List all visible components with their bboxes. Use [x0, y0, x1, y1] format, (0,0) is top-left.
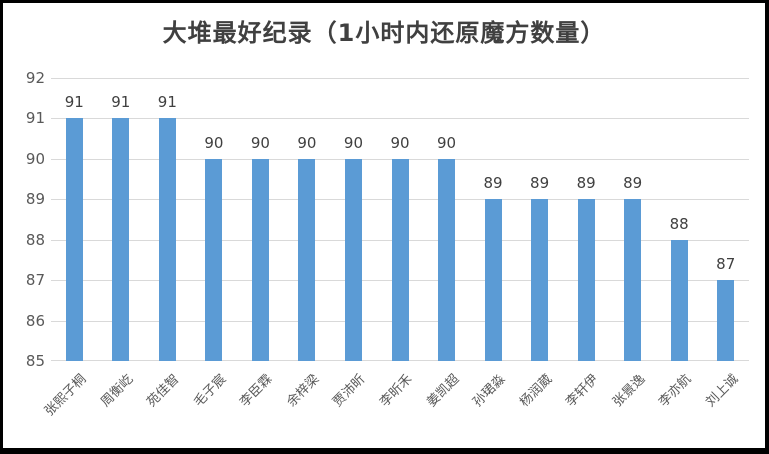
x-axis-tick-label: 贾沛昕: [330, 371, 369, 411]
x-axis-tick-label: 刘上诚: [702, 371, 742, 411]
bar-value-label: 89: [483, 174, 503, 193]
bar-value-label: 91: [111, 93, 131, 112]
bar: [438, 158, 456, 361]
bar: [298, 158, 316, 361]
y-axis-tick-label: 85: [25, 352, 45, 370]
x-axis-tick-label: 李臣霖: [237, 371, 276, 411]
bar: [670, 239, 688, 361]
bar: [112, 118, 130, 361]
bar: [344, 158, 362, 361]
x-axis-tick-label: 杨润葳: [516, 371, 556, 411]
bar-value-label: 89: [530, 174, 550, 193]
bar-value-label: 90: [297, 133, 317, 152]
x-axis-tick-label: 张景逸: [609, 371, 649, 411]
bar-value-label: 90: [390, 133, 410, 152]
gridline: [51, 78, 749, 79]
x-axis-tick-label: 苑佳智: [144, 371, 183, 411]
bar-value-label: 89: [576, 174, 596, 193]
y-axis-tick-label: 92: [25, 69, 45, 87]
bar-value-label: 91: [157, 93, 177, 112]
x-axis-tick-label: 李轩伊: [563, 371, 602, 411]
bar: [391, 158, 409, 361]
bar-value-label: 90: [343, 133, 363, 152]
bar-value-label: 91: [64, 93, 84, 112]
x-axis-tick-label: 姜凯超: [423, 371, 462, 411]
y-axis-tick-label: 89: [25, 190, 45, 209]
x-axis-tick-label: 李昕禾: [377, 371, 416, 411]
bar: [158, 118, 176, 361]
bar: [624, 199, 642, 361]
y-axis-tick-label: 86: [25, 311, 45, 330]
bar: [484, 199, 502, 361]
y-axis-tick-label: 88: [25, 230, 45, 249]
bar: [577, 199, 595, 361]
bar-value-label: 87: [716, 255, 736, 274]
bar-value-label: 90: [250, 133, 270, 152]
x-axis-tick-label: 张熙子桐: [42, 371, 90, 420]
bar-value-label: 89: [623, 174, 643, 193]
x-axis-tick-label: 李亦航: [656, 371, 695, 411]
x-axis-tick-label: 余梓梁: [284, 371, 323, 411]
bar-value-label: 90: [436, 133, 457, 152]
gridline: [51, 118, 749, 120]
x-axis-tick-label: 孙珺淼: [470, 371, 509, 411]
x-axis-tick-label: 周衡屹: [98, 371, 137, 411]
y-axis-tick-label: 87: [25, 271, 45, 290]
y-axis-tick-label: 91: [25, 109, 45, 128]
x-axis-tick-label: 毛子宸: [191, 371, 230, 411]
bar: [205, 158, 223, 361]
bar: [531, 199, 549, 361]
bar: [251, 158, 269, 361]
bar: [65, 118, 83, 361]
chart-title: 大堆最好纪录（1小时内还原魔方数量）: [162, 19, 606, 47]
plot-area: 91 91 91 90 90 90 90 90 90 89 89 89 89 88 87: [51, 78, 749, 361]
bar-value-label: 90: [204, 133, 224, 152]
y-axis-tick-label: 90: [25, 149, 45, 168]
bar: [717, 280, 735, 361]
bar-value-label: 88: [669, 214, 689, 233]
